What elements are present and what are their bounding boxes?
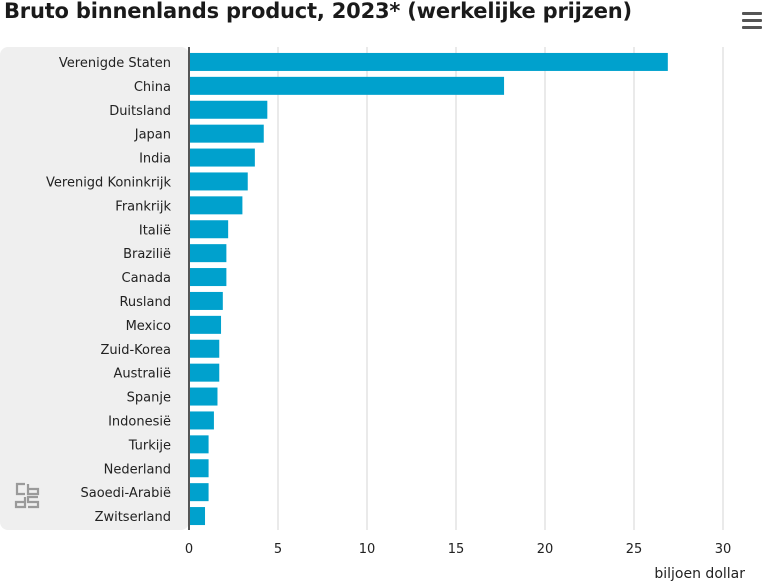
category-label: Brazilië <box>123 247 171 262</box>
gridlines <box>277 47 724 530</box>
bar-canada[interactable] <box>190 268 227 287</box>
category-label: Duitsland <box>109 104 171 119</box>
category-label: Italië <box>139 223 171 238</box>
x-tick-label: 5 <box>274 542 282 557</box>
category-label: Indonesië <box>108 414 171 429</box>
chart-title: Bruto binnenlands product, 2023* (werkel… <box>4 0 632 23</box>
x-tick-label: 10 <box>359 542 376 557</box>
category-label: Saoedi-Arabië <box>80 486 171 501</box>
category-label: Mexico <box>126 319 171 334</box>
bar-china[interactable] <box>190 76 505 95</box>
bar-brazili-[interactable] <box>190 244 227 263</box>
category-label-panel <box>0 47 189 530</box>
hamburger-menu-icon[interactable] <box>742 12 762 30</box>
bar-turkije[interactable] <box>190 435 209 454</box>
bar-rusland[interactable] <box>190 291 223 310</box>
category-label: China <box>134 80 171 95</box>
x-tick-label: 25 <box>626 542 643 557</box>
x-tick-labels: 0 5 10 15 20 25 30 <box>185 542 731 557</box>
bar-frankrijk[interactable] <box>190 196 243 215</box>
bar-zwitserland[interactable] <box>190 507 206 526</box>
category-label: Verenigd Koninkrijk <box>46 175 171 190</box>
category-label: Australië <box>113 367 171 382</box>
category-label: Zuid-Korea <box>100 343 171 358</box>
bar-nederland[interactable] <box>190 459 209 478</box>
bar-verenigde-staten[interactable] <box>190 52 668 71</box>
bar-duitsland[interactable] <box>190 100 268 119</box>
x-tick-label: 20 <box>537 542 554 557</box>
bar-india[interactable] <box>190 148 255 167</box>
bars <box>190 52 668 526</box>
category-label: India <box>139 152 171 167</box>
category-label: Canada <box>122 271 171 286</box>
cbs-logo <box>14 482 40 509</box>
bar-itali-[interactable] <box>190 220 229 239</box>
bar-mexico[interactable] <box>190 315 222 334</box>
bar-indonesi-[interactable] <box>190 411 214 430</box>
x-tick-label: 30 <box>715 542 732 557</box>
category-label: Frankrijk <box>115 199 171 214</box>
bar-saoedi-arabi-[interactable] <box>190 483 209 502</box>
category-label: Verenigde Staten <box>59 56 171 71</box>
category-label: Zwitserland <box>95 510 171 525</box>
category-label: Spanje <box>127 391 171 406</box>
bar-spanje[interactable] <box>190 387 218 406</box>
bar-japan[interactable] <box>190 124 264 143</box>
category-labels: Verenigde Staten China Duitsland Japan India… <box>46 56 171 525</box>
x-axis-title: biljoen dollar <box>654 566 745 582</box>
category-label: Japan <box>134 128 171 143</box>
x-tick-label: 0 <box>185 542 193 557</box>
bar-verenigd-koninkrijk[interactable] <box>190 172 248 191</box>
x-tick-label: 15 <box>448 542 465 557</box>
category-label: Rusland <box>119 295 171 310</box>
bar-australi-[interactable] <box>190 363 220 382</box>
bar-zuid-korea[interactable] <box>190 339 220 358</box>
category-label: Turkije <box>128 438 171 453</box>
category-label: Nederland <box>104 462 171 477</box>
